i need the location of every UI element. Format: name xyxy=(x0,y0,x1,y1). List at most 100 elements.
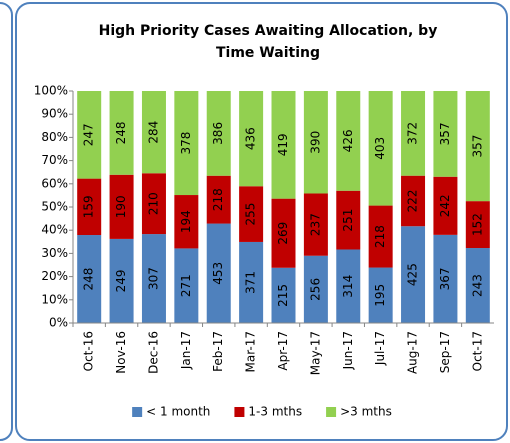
bar-segment xyxy=(77,91,102,179)
data-label: 251 xyxy=(341,209,355,232)
y-tick-label: 30% xyxy=(41,246,68,260)
data-label: 453 xyxy=(211,262,225,285)
y-tick-label: 70% xyxy=(41,153,68,167)
y-tick-label: 50% xyxy=(41,200,68,214)
bar-segment xyxy=(271,198,296,268)
data-label: 247 xyxy=(82,123,96,146)
data-label: 403 xyxy=(373,137,387,160)
bar-segment xyxy=(271,267,296,323)
data-label: 218 xyxy=(211,188,225,211)
x-tick-label: Feb-17 xyxy=(211,331,225,372)
bar-segment xyxy=(239,186,264,242)
y-tick-label: 90% xyxy=(41,107,68,121)
data-label: 222 xyxy=(406,190,420,213)
data-label: 249 xyxy=(114,270,128,293)
y-tick-label: 20% xyxy=(41,269,68,283)
data-label: 426 xyxy=(341,129,355,152)
data-label: 195 xyxy=(373,284,387,307)
bar-segment xyxy=(433,91,458,177)
data-label: 371 xyxy=(244,271,258,294)
bar-segment xyxy=(271,91,296,199)
bar-segment xyxy=(174,195,199,249)
x-tick-label: Dec-16 xyxy=(146,331,160,374)
y-tick-label: 100% xyxy=(34,84,68,98)
bar-segment xyxy=(336,249,361,323)
x-tick-label: Nov-16 xyxy=(114,331,128,374)
chart-subtitle: Time Waiting xyxy=(216,45,320,61)
bar-segment xyxy=(368,267,393,323)
bar-segment xyxy=(109,174,134,239)
data-label: 357 xyxy=(470,135,484,158)
data-label: 367 xyxy=(438,267,452,290)
legend-label: 1-3 mths xyxy=(248,405,302,419)
bar-segment xyxy=(465,201,490,249)
bar-segment xyxy=(77,235,102,323)
bar-segment xyxy=(465,91,490,202)
data-label: 159 xyxy=(82,195,96,218)
x-tick-label: Aug-17 xyxy=(406,331,420,374)
data-label: 248 xyxy=(82,268,96,291)
bar-segment xyxy=(433,176,458,235)
data-label: 248 xyxy=(114,121,128,144)
bar-segment xyxy=(141,173,166,235)
bar-segment xyxy=(109,238,134,323)
bar-segment xyxy=(239,241,264,323)
chart-frame xyxy=(15,2,508,441)
x-tick-label: Sep-17 xyxy=(438,331,452,373)
data-label: 210 xyxy=(146,192,160,215)
y-tick-label: 80% xyxy=(41,130,68,144)
chart-title: High Priority Cases Awaiting Allocation,… xyxy=(99,23,438,39)
bar-segment xyxy=(465,248,490,323)
data-label: 314 xyxy=(341,275,355,298)
bar-segment xyxy=(336,91,361,191)
data-label: 237 xyxy=(308,213,322,236)
bar-segment xyxy=(368,205,393,268)
data-label: 378 xyxy=(179,132,193,155)
bar-segment xyxy=(336,190,361,250)
bar-segment xyxy=(141,234,166,323)
data-label: 425 xyxy=(406,263,420,286)
bar-segment xyxy=(141,91,166,174)
data-label: 307 xyxy=(146,267,160,290)
bar-segment xyxy=(174,248,199,323)
data-label: 242 xyxy=(438,194,452,217)
data-label: 194 xyxy=(179,210,193,233)
legend-label: >3 mths xyxy=(340,405,392,419)
data-label: 243 xyxy=(470,274,484,297)
bar-segment xyxy=(206,91,231,176)
x-tick-label: May-17 xyxy=(308,331,322,375)
bar-segment xyxy=(239,91,264,187)
side-panel xyxy=(0,2,13,441)
y-tick-label: 10% xyxy=(41,292,68,306)
data-label: 269 xyxy=(276,222,290,245)
data-label: 436 xyxy=(244,127,258,150)
legend-swatch xyxy=(132,407,143,417)
data-label: 215 xyxy=(276,284,290,307)
bar-segment xyxy=(401,226,426,323)
data-label: 190 xyxy=(114,195,128,218)
bar-segment xyxy=(206,175,231,224)
data-label: 218 xyxy=(373,225,387,248)
data-label: 390 xyxy=(308,131,322,154)
x-tick-label: Oct-17 xyxy=(470,331,484,371)
data-label: 271 xyxy=(179,274,193,297)
bar-segment xyxy=(401,175,426,227)
bar-segment xyxy=(303,255,328,323)
data-label: 284 xyxy=(146,121,160,144)
bar-segment xyxy=(206,223,231,323)
data-label: 255 xyxy=(244,203,258,226)
bar-segment xyxy=(109,91,134,175)
x-tick-label: Jul-17 xyxy=(373,331,387,366)
y-tick-label: 40% xyxy=(41,223,68,237)
legend-swatch xyxy=(234,407,245,417)
data-label: 357 xyxy=(438,122,452,145)
data-label: 419 xyxy=(276,133,290,156)
bar-segment xyxy=(401,91,426,176)
bar-segment xyxy=(303,193,328,256)
data-label: 372 xyxy=(406,122,420,145)
bar-segment xyxy=(77,178,102,236)
data-label: 256 xyxy=(308,278,322,301)
x-tick-label: Oct-16 xyxy=(82,331,96,371)
x-tick-label: Apr-17 xyxy=(276,331,290,371)
